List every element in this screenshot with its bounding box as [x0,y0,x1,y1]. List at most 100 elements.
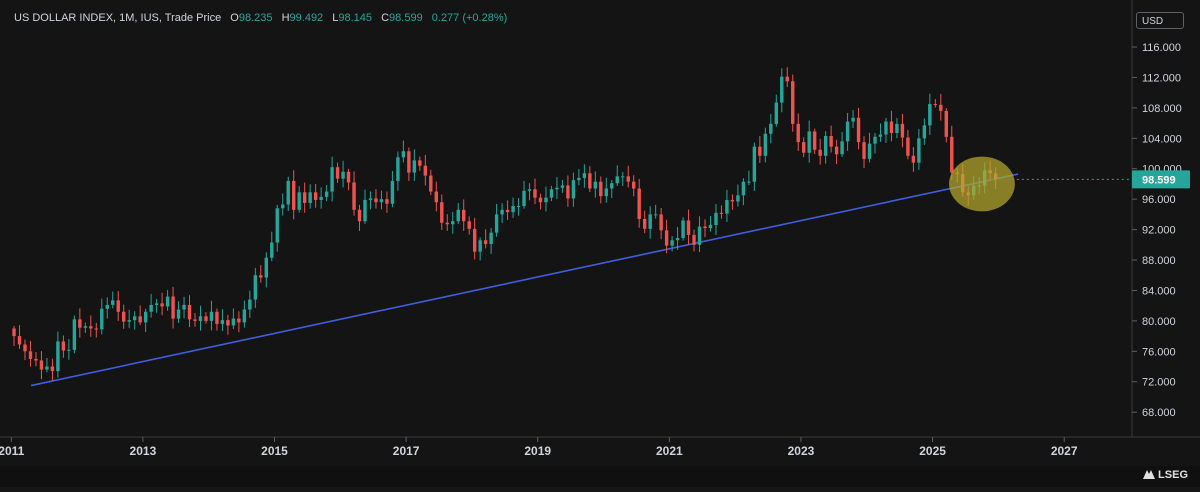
candle[interactable] [154,298,159,313]
candle[interactable] [401,140,406,163]
candle[interactable] [802,137,806,158]
candle[interactable] [889,110,894,142]
candle[interactable] [281,193,285,216]
candle[interactable] [653,204,658,219]
candle[interactable] [138,305,142,326]
candle[interactable] [270,231,274,262]
candle[interactable] [368,191,373,210]
candle[interactable] [659,207,663,240]
candle[interactable] [917,129,921,170]
candle[interactable] [204,312,208,324]
candle[interactable] [28,340,33,367]
candle[interactable] [900,113,905,148]
candle[interactable] [505,200,510,220]
candle[interactable] [445,214,449,231]
candle[interactable] [878,123,883,142]
candle[interactable] [149,293,153,318]
candle[interactable] [467,216,471,235]
candle[interactable] [440,194,444,230]
candle[interactable] [944,108,948,143]
candle[interactable] [856,107,861,150]
candle[interactable] [560,179,565,193]
candle[interactable] [275,204,279,252]
candle[interactable] [818,138,822,165]
candle[interactable] [626,165,630,188]
candle[interactable] [686,209,691,245]
candle[interactable] [834,139,839,164]
candle[interactable] [741,178,746,206]
candle[interactable] [697,216,702,253]
candle[interactable] [264,252,268,288]
candle[interactable] [308,184,312,209]
candle[interactable] [330,156,334,202]
candle[interactable] [549,185,554,202]
candle[interactable] [555,176,559,200]
candle[interactable] [407,147,411,181]
candle[interactable] [950,125,954,181]
candle[interactable] [352,171,356,216]
candle[interactable] [845,112,850,151]
candle[interactable] [823,131,828,164]
candle[interactable] [94,322,98,338]
candle[interactable] [483,229,488,249]
candle[interactable] [292,170,296,220]
candle[interactable] [341,160,345,188]
time-axis[interactable]: 2011 2013 2015 2017 2019 2021 2023 2025 2027 [0,436,1200,487]
candle[interactable] [182,296,186,319]
candle[interactable] [462,199,466,231]
candle[interactable] [642,210,647,234]
candle[interactable] [840,132,844,157]
candle[interactable] [100,298,104,335]
candle[interactable] [511,197,515,218]
candle[interactable] [456,202,460,224]
candle[interactable] [89,315,93,337]
candle[interactable] [17,325,22,349]
candle[interactable] [780,68,784,113]
candle[interactable] [67,339,71,360]
candle[interactable] [664,219,669,254]
candle[interactable] [297,186,301,213]
candle[interactable] [429,169,433,196]
currency-button[interactable]: USD [1136,12,1184,29]
candle[interactable] [648,206,652,239]
candle[interactable] [122,304,126,329]
candle[interactable] [313,183,318,208]
candle[interactable] [127,309,131,329]
candle[interactable] [796,113,800,151]
candle[interactable] [215,308,219,331]
candle[interactable] [610,180,614,199]
candle[interactable] [116,291,120,321]
candle[interactable] [50,358,55,381]
candle[interactable] [363,189,367,224]
candle[interactable] [39,351,44,380]
candle[interactable] [730,194,735,210]
candle[interactable] [829,125,833,153]
candle[interactable] [451,211,455,234]
candle[interactable] [379,190,384,210]
candle[interactable] [736,184,740,207]
candle[interactable] [83,322,88,333]
candle[interactable] [72,315,77,354]
candle[interactable] [851,110,855,129]
candle[interactable] [111,291,115,309]
candle[interactable] [220,309,225,332]
candle[interactable] [593,171,598,198]
candle[interactable] [160,292,164,316]
candle[interactable] [45,358,49,373]
candle[interactable] [385,191,389,213]
candle[interactable] [692,229,696,252]
candle[interactable] [412,149,417,181]
candle[interactable] [324,184,329,202]
candle[interactable] [209,300,214,331]
candle[interactable] [500,203,504,224]
candle[interactable] [522,181,526,209]
highlight-ellipse[interactable] [949,156,1015,212]
candle[interactable] [928,93,932,135]
candle[interactable] [319,187,323,209]
candle[interactable] [187,295,192,328]
candle[interactable] [237,311,241,333]
candle[interactable] [725,189,729,222]
candle[interactable] [418,156,422,171]
price-axis[interactable]: 116.000112.000108.000104.000100.00096.00… [1131,0,1190,437]
candle[interactable] [763,127,768,163]
